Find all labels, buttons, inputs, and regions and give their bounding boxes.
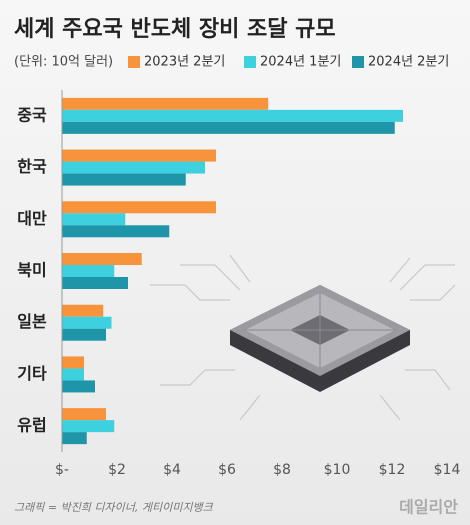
y-tick-label: 한국	[17, 157, 47, 176]
bar	[62, 277, 128, 289]
legend-label: 2024년 1분기	[260, 55, 341, 70]
bar	[62, 253, 142, 265]
bar	[62, 420, 115, 433]
legend-swatch	[244, 56, 256, 68]
y-tick-label: 대만	[17, 209, 47, 228]
legend-label: 2023년 2분기	[144, 55, 225, 70]
x-tick-label: $10	[324, 462, 351, 478]
legend-swatch	[352, 56, 364, 68]
x-tick-label: $8	[273, 462, 291, 478]
bar	[62, 121, 395, 134]
bar	[62, 380, 95, 393]
bar	[62, 173, 186, 186]
x-tick-label: $2	[108, 462, 126, 478]
bar	[62, 328, 106, 341]
bar	[62, 316, 112, 329]
bar	[62, 97, 269, 110]
legend-swatch	[128, 56, 140, 68]
chart-title: 세계 주요국 반도체 장비 조달 규모	[14, 17, 336, 42]
bar	[62, 432, 87, 445]
chip-illustration	[150, 254, 456, 421]
bar	[62, 225, 170, 238]
y-tick-label: 북미	[17, 261, 46, 280]
y-tick-label: 일본	[17, 312, 47, 331]
bar	[62, 408, 106, 421]
bar	[62, 265, 115, 277]
bar	[62, 304, 104, 317]
bar	[62, 368, 84, 381]
watermark: 데일리안	[399, 498, 458, 517]
chip	[230, 285, 410, 392]
subtitle: (단위: 10억 달러)	[14, 55, 113, 70]
bar	[62, 201, 216, 214]
legend-label: 2024년 2분기	[368, 55, 449, 70]
bar	[62, 161, 205, 174]
y-tick-label: 중국	[17, 105, 47, 124]
bar	[62, 109, 403, 122]
x-tick-label: $12	[379, 462, 406, 478]
x-tick-label: $6	[218, 462, 236, 478]
x-tick-label: $4	[163, 462, 181, 478]
bar	[62, 356, 84, 369]
y-tick-label: 기타	[17, 364, 47, 383]
bar	[62, 213, 126, 226]
bar	[62, 149, 216, 162]
x-tick-label: $-	[55, 462, 69, 478]
y-tick-label: 유럽	[17, 416, 46, 435]
x-tick-label: $14	[434, 462, 461, 478]
source: 그래픽 = 박진희 디자이너, 게티이미지뱅크	[14, 501, 214, 514]
